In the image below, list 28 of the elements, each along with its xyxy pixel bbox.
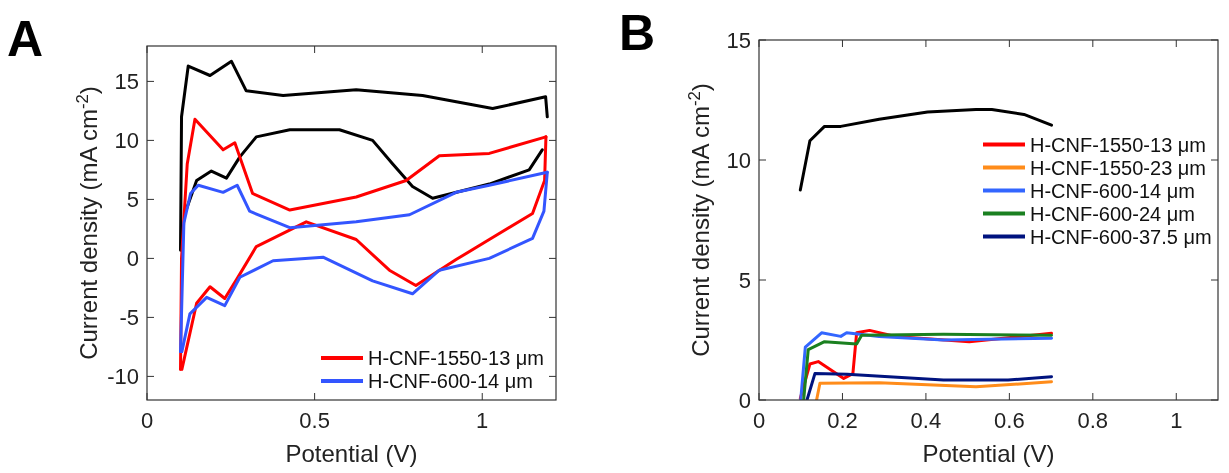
legend-label: H-CNF-600-14 μm (1030, 179, 1195, 202)
x-tick-label: 0.2 (827, 408, 858, 433)
y-tick-label: 15 (114, 69, 139, 95)
x-tick-label: 0.6 (994, 408, 1025, 433)
x-tick-label: 1 (1170, 408, 1183, 433)
y-tick-label: 0 (738, 388, 751, 413)
chart-title: A (7, 11, 44, 67)
x-tick-label: 0.4 (910, 408, 942, 433)
x-axis-title: Potential (V) (922, 440, 1055, 467)
legend-label: H-CNF-1550-13 μm (368, 347, 545, 369)
x-tick-label: 1 (476, 408, 489, 433)
x-tick-label: 0.8 (1077, 408, 1109, 433)
legend-label: H-CNF-1550-23 μm (1030, 156, 1207, 179)
y-tick-label: -10 (107, 364, 139, 390)
y-tick-label: 10 (114, 128, 139, 154)
x-tick-label: 0.5 (299, 408, 330, 433)
legend-label: H-CNF-600-14 μm (368, 370, 533, 392)
y-tick-label: 5 (738, 268, 751, 293)
y-tick-label: 5 (126, 187, 139, 213)
legend-label: H-CNF-600-37.5 μm (1030, 225, 1212, 248)
y-tick-label: 0 (126, 246, 139, 272)
y-tick-label: -5 (119, 305, 139, 331)
y-tick-label: 15 (726, 28, 751, 53)
y-tick-label: 10 (726, 148, 751, 173)
chart-title: B (619, 5, 656, 61)
x-axis-title: Potential (V) (285, 440, 418, 467)
legend-label: H-CNF-1550-13 μm (1030, 133, 1207, 156)
legend-label: H-CNF-600-24 μm (1030, 202, 1195, 225)
